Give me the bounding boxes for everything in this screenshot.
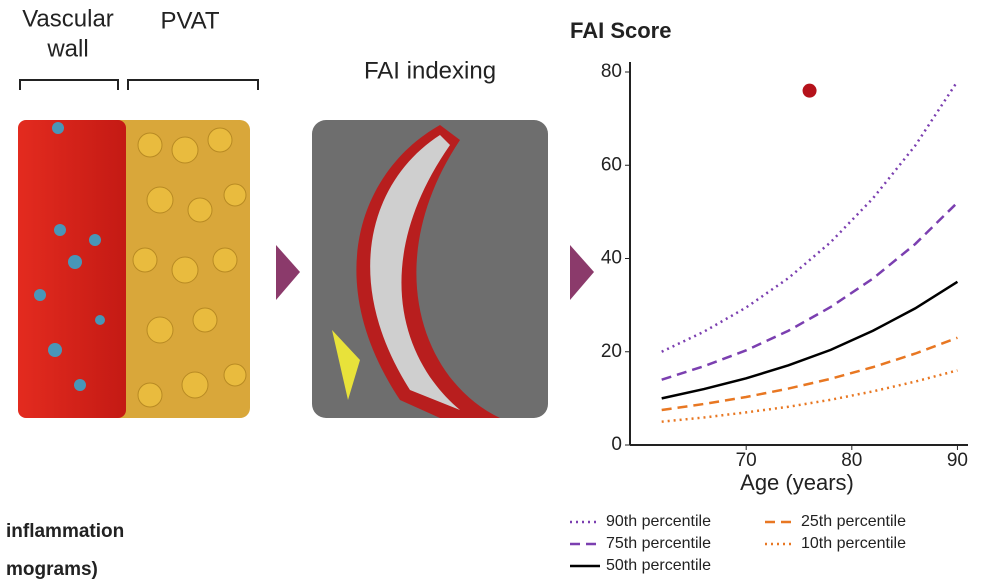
label: FAI indexing: [364, 57, 496, 84]
x-tick-label: 90: [947, 450, 968, 471]
label: PVAT: [160, 7, 219, 34]
caption: inflammation: [6, 521, 124, 542]
vessel: [370, 135, 460, 410]
x-tick-label: 70: [736, 450, 757, 471]
legend-label: 90th percentile: [606, 513, 711, 530]
y-tick-label: 80: [601, 61, 622, 82]
caption: mograms): [6, 559, 98, 580]
legend-label: 10th percentile: [801, 535, 906, 552]
highlight: [332, 330, 360, 400]
series-line: [661, 280, 959, 400]
y-tick-label: 0: [611, 434, 622, 455]
bracket: [19, 79, 259, 90]
cells: [34, 122, 105, 391]
legend-label: 50th percentile: [606, 557, 711, 574]
y-tick-label: 60: [601, 154, 622, 175]
series-line: [661, 80, 959, 353]
patient-point: [802, 83, 817, 98]
arrow: [570, 245, 594, 300]
x-axis-title: Age (years): [740, 470, 854, 495]
legend-label: 75th percentile: [606, 535, 711, 552]
series-line: [661, 369, 958, 423]
x-tick-label: 80: [841, 450, 862, 471]
arrow: [276, 245, 300, 300]
series-line: [661, 201, 959, 381]
label: wall: [46, 35, 88, 62]
y-tick-label: 20: [601, 341, 622, 362]
legend-label: 25th percentile: [801, 513, 906, 530]
series-line: [661, 336, 958, 412]
y-tick-label: 40: [601, 248, 622, 269]
label: Vascular: [22, 5, 114, 32]
adipocytes: [132, 127, 247, 408]
chart-title: FAI Score: [570, 18, 671, 43]
vascular-wall: [18, 120, 126, 418]
